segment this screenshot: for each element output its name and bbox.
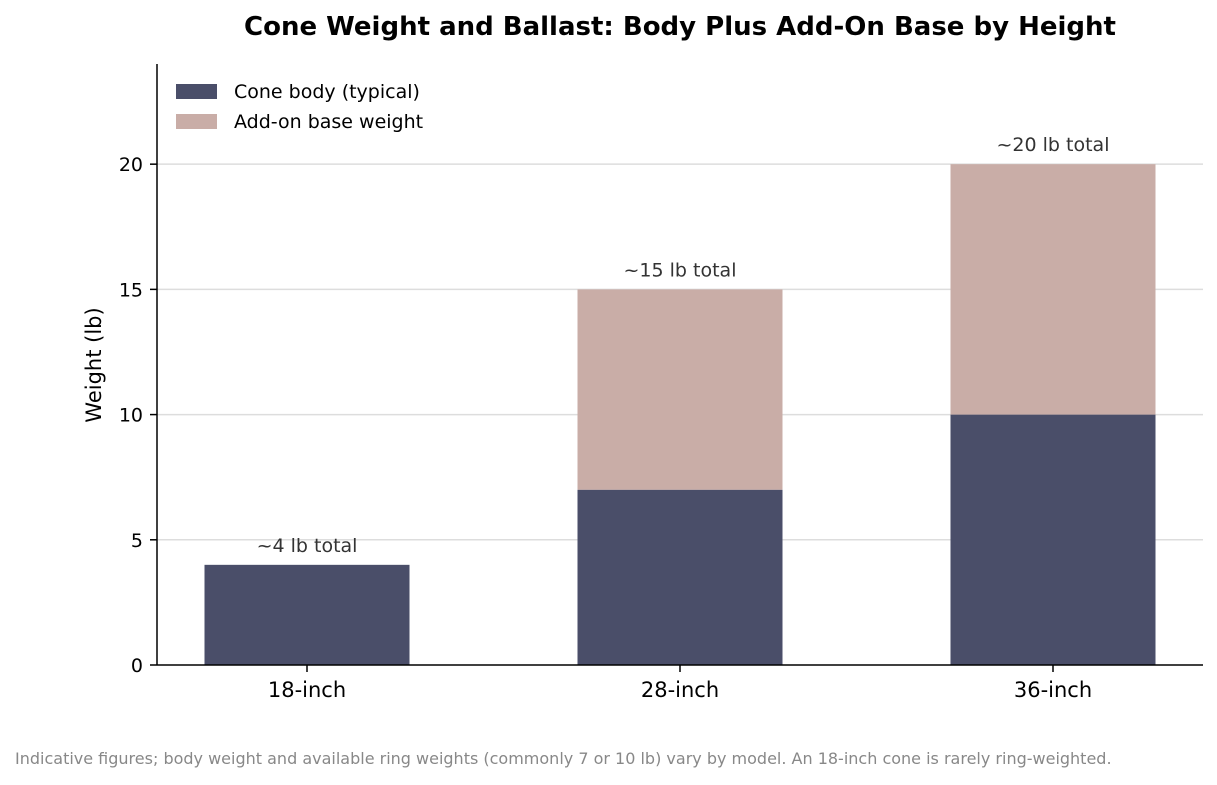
- legend-label: Add-on base weight: [234, 111, 423, 133]
- bar-add-on-28-inch: [577, 289, 783, 490]
- y-tick-label: 0: [131, 655, 143, 677]
- ticks: 0 5 10 15 20 18-inch 28-inch 36-inch: [119, 154, 1092, 702]
- bars: [204, 164, 1156, 665]
- y-axis-label: Weight (lb): [82, 307, 106, 422]
- bar-body-18-inch: [204, 564, 410, 665]
- footnote: Indicative figures; body weight and avai…: [15, 749, 1112, 768]
- legend-swatch: [176, 114, 217, 129]
- legend-label: Cone body (typical): [234, 81, 420, 103]
- x-tick-label: 36-inch: [1014, 678, 1092, 702]
- y-tick-label: 10: [119, 405, 143, 427]
- x-tick-label: 28-inch: [641, 678, 719, 702]
- legend-swatch: [176, 84, 217, 99]
- total-label: ~20 lb total: [997, 134, 1110, 156]
- bar-body-28-inch: [577, 489, 783, 665]
- x-tick-label: 18-inch: [268, 678, 346, 702]
- chart-title: Cone Weight and Ballast: Body Plus Add-O…: [244, 12, 1116, 42]
- total-labels: ~4 lb total ~15 lb total ~20 lb total: [257, 134, 1110, 557]
- legend: Cone body (typical) Add-on base weight: [176, 81, 423, 133]
- total-label: ~4 lb total: [257, 535, 358, 557]
- y-tick-label: 15: [119, 279, 143, 301]
- total-label: ~15 lb total: [624, 259, 737, 281]
- bar-add-on-36-inch: [950, 164, 1156, 415]
- y-tick-label: 5: [131, 530, 143, 552]
- bar-body-36-inch: [950, 414, 1156, 665]
- y-tick-label: 20: [119, 154, 143, 176]
